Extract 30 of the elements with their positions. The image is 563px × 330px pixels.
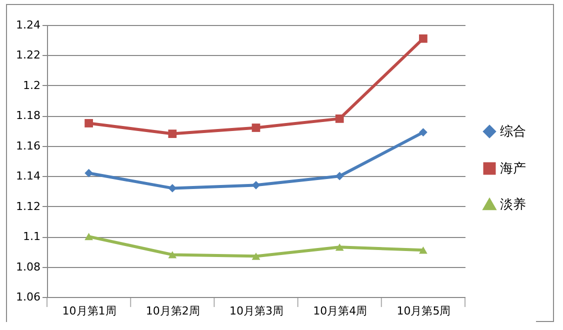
y-tick-label: 1.08 <box>16 260 40 274</box>
y-tick-label: 1.22 <box>16 48 40 62</box>
y-tick-label: 1.12 <box>16 200 40 213</box>
point <box>84 232 93 240</box>
point <box>84 168 93 178</box>
legend-label: 海产 <box>500 162 526 176</box>
point <box>419 128 428 136</box>
y-tick-label: 1.16 <box>16 139 40 152</box>
point <box>168 130 177 138</box>
y-tick-label: 1.06 <box>16 290 40 304</box>
point <box>419 246 428 254</box>
legend-label: 综合 <box>500 124 526 140</box>
y-tick-label: 1.18 <box>16 109 40 122</box>
x-tick-label: 10月第2周 <box>146 304 200 318</box>
y-tick-label: 1.24 <box>16 18 40 32</box>
x-tick-label: 10月第5周 <box>396 304 451 318</box>
point <box>335 114 344 123</box>
x-tick-label: 10月第3周 <box>230 304 284 318</box>
x-tick-label: 10月第1周 <box>62 304 116 318</box>
point <box>168 251 177 258</box>
point <box>252 124 260 132</box>
y-tick-label: 1.14 <box>16 170 40 183</box>
y-tick-label: 1.2 <box>23 78 40 92</box>
point <box>84 119 93 128</box>
legend-label: 淡养 <box>500 196 526 212</box>
point <box>335 244 344 251</box>
x-tick-label: 10月第4周 <box>313 304 368 318</box>
y-tick-label: 1.1 <box>23 230 40 244</box>
point <box>252 252 260 260</box>
point <box>419 34 428 43</box>
